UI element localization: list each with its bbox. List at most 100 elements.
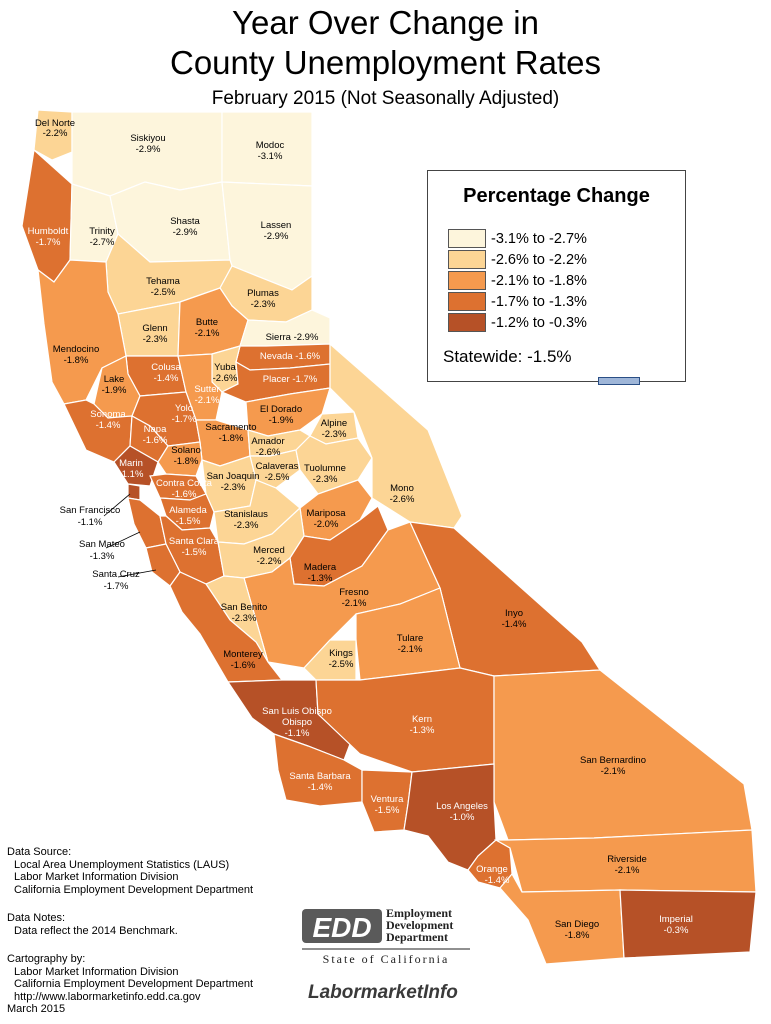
- legend-label: -1.7% to -1.3%: [491, 293, 587, 310]
- legend-label: -1.2% to -0.3%: [491, 314, 587, 331]
- label-mono: Mono -2.6%: [390, 483, 415, 505]
- map-title-line2: County Unemployment Rates: [169, 44, 602, 81]
- label-siskiyou: Siskiyou -2.9%: [130, 133, 165, 155]
- data-source-line: California Employment Development Depart…: [14, 883, 254, 896]
- legend-item: -1.7% to -1.3%: [448, 292, 587, 311]
- county-humboldt[interactable]: [21, 148, 73, 283]
- label-merced: Merced -2.2%: [253, 545, 285, 567]
- legend-title: Percentage Change: [463, 185, 650, 207]
- label-mendocino: Mendocino -1.8%: [53, 344, 99, 366]
- legend-item: -2.1% to -1.8%: [448, 271, 587, 290]
- edd-name-line: Department: [386, 930, 448, 944]
- label-san-francisco: San Francisco -1.1%: [60, 505, 121, 528]
- edd-state: State of California: [323, 952, 450, 966]
- county-mono[interactable]: [329, 342, 463, 529]
- label-yuba: Yuba -2.6%: [213, 362, 238, 384]
- label-lassen: Lassen -2.9%: [261, 220, 292, 242]
- label-inyo: Inyo -1.4%: [502, 608, 527, 630]
- legend-item: -1.2% to -0.3%: [448, 313, 587, 332]
- edd-name-line: Employment: [386, 906, 452, 920]
- legend-swatch: [448, 292, 486, 311]
- leader-santa-cruz: [117, 569, 157, 578]
- legend-item: -3.1% to -2.7%: [448, 229, 587, 248]
- label-napa: Napa -1.6%: [143, 424, 168, 446]
- label-sacramento: Sacramento -1.8%: [205, 422, 256, 444]
- data-source-heading: Data Source:: [7, 846, 72, 858]
- legend-swatch: [448, 250, 486, 269]
- cartography-url: http://www.labormarketinfo.edd.ca.gov: [14, 990, 201, 1003]
- label-sonoma: Sonoma -1.4%: [90, 409, 126, 431]
- label-san-diego: San Diego -1.8%: [555, 919, 599, 941]
- label-tehama: Tehama -2.5%: [146, 276, 181, 298]
- label-trinity: Trinity -2.7%: [89, 226, 115, 248]
- cartography-heading: Cartography by:: [7, 953, 86, 965]
- label-humboldt: Humboldt -1.7%: [28, 226, 69, 248]
- map-subtitle: February 2015 (Not Seasonally Adjusted): [211, 88, 560, 109]
- label-amador: Amador -2.6%: [251, 436, 284, 458]
- county-san-luis-obispo[interactable]: [226, 679, 351, 761]
- label-del-norte: Del Norte -2.2%: [35, 118, 75, 139]
- county-orange[interactable]: [467, 839, 513, 889]
- county-del-norte[interactable]: [33, 109, 73, 161]
- label-san-benito: San Benito -2.3%: [221, 602, 267, 624]
- data-notes-heading: Data Notes:: [7, 912, 66, 924]
- label-san-luis-obispo: San Luis Obispo Obispo -1.1%: [262, 706, 332, 739]
- label-el-dorado: El Dorado -1.9%: [260, 404, 302, 426]
- data-notes-block: Data Notes: Data reflect the 2014 Benchm…: [7, 912, 178, 937]
- label-lake: Lake -1.9%: [102, 374, 127, 396]
- labor-market-info-logo: LabormarketInfo: [308, 982, 458, 1003]
- data-notes-line: Data reflect the 2014 Benchmark.: [14, 924, 178, 937]
- map-title-line1: Year Over Change in: [232, 4, 539, 41]
- county-san-francisco[interactable]: [127, 483, 141, 501]
- data-source-line: Local Area Unemployment Statistics (LAUS…: [14, 858, 230, 871]
- edd-mark: EDD: [312, 912, 371, 943]
- label-calaveras: Calaveras -2.5%: [256, 461, 299, 483]
- label-glenn: Glenn -2.3%: [142, 323, 168, 345]
- label-contra-costa: Contra Costa -1.6%: [156, 478, 213, 500]
- label-solano: Solano -1.8%: [171, 445, 201, 467]
- label-marin: Marin -1.1%: [119, 458, 144, 480]
- label-santa-cruz: Santa Cruz -1.7%: [92, 569, 140, 592]
- legend-item: -2.6% to -2.2%: [448, 250, 587, 269]
- label-placer: Placer -1.7%: [263, 374, 318, 385]
- county-monterey[interactable]: [169, 571, 284, 683]
- legend-box: Percentage Change -3.1% to -2.7% -2.6% t…: [427, 170, 686, 382]
- legend-swatch: [448, 229, 486, 248]
- label-kings: Kings -2.5%: [329, 648, 354, 670]
- label-colusa: Colusa -1.4%: [151, 362, 181, 384]
- label-san-mateo: San Mateo -1.3%: [79, 539, 125, 562]
- label-alameda: Alameda -1.5%: [169, 505, 207, 527]
- cartography-line: California Employment Development Depart…: [14, 978, 254, 990]
- label-riverside: Riverside -2.1%: [607, 854, 647, 876]
- map-date: March 2015: [7, 1003, 66, 1015]
- label-madera: Madera -1.3%: [304, 562, 337, 584]
- edd-name-line: Development: [386, 918, 453, 932]
- label-san-bernardino: San Bernardino -2.1%: [580, 755, 646, 777]
- county-san-mateo[interactable]: [127, 497, 167, 549]
- label-butte: Butte -2.1%: [195, 317, 220, 339]
- label-santa-clara: Santa Clara-1.5%-1.5%: [169, 536, 220, 558]
- label-fresno: Fresno -2.1%: [339, 587, 369, 609]
- label-modoc: Modoc -3.1%: [256, 140, 285, 162]
- label-stanislaus: Stanislaus -2.3%: [224, 509, 268, 531]
- label-los-angeles: Los Angeles -1.0%: [436, 801, 488, 823]
- label-ventura: Ventura -1.5%: [371, 794, 404, 816]
- cartography-line: Labor Market Information Division: [14, 965, 179, 978]
- legend-swatch: [448, 271, 486, 290]
- label-yolo: Yolo -1.7%: [172, 403, 197, 425]
- county-imperial[interactable]: [619, 889, 757, 959]
- label-san-joaquin: San Joaquin -2.3%: [207, 471, 260, 493]
- leader-san-francisco: [103, 493, 131, 517]
- county-marin[interactable]: [113, 445, 159, 487]
- label-sutter: Sutter -2.1%: [194, 384, 220, 406]
- label-orange: Orange -1.4%: [476, 864, 510, 886]
- label-plumas: Plumas -2.3%: [247, 288, 279, 310]
- label-tuolumne: Tuolumne -2.3%: [304, 463, 346, 485]
- legend-label: -2.1% to -1.8%: [491, 272, 587, 289]
- label-nevada: Nevada -1.6%: [260, 351, 321, 362]
- label-imperial: Imperial -0.3%: [659, 914, 693, 936]
- scrollbar-thumb[interactable]: [598, 377, 640, 385]
- legend-swatch: [448, 313, 486, 332]
- statewide-value: Statewide: -1.5%: [443, 347, 572, 366]
- cartography-block: Cartography by: Labor Market Information…: [7, 953, 253, 1016]
